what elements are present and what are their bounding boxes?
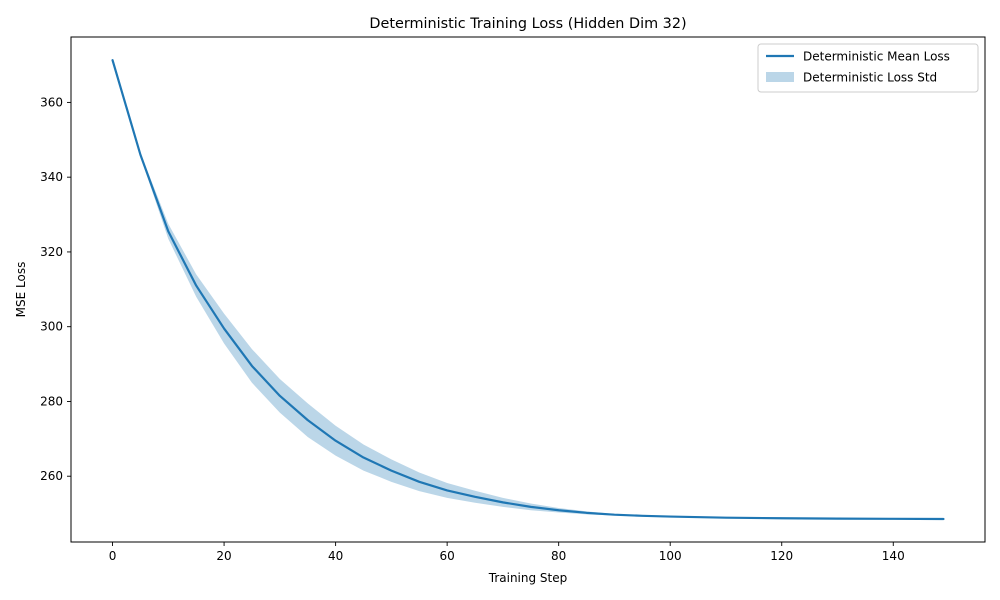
x-tick-label: 40 [328, 549, 343, 563]
chart-title: Deterministic Training Loss (Hidden Dim … [369, 16, 686, 32]
y-tick-label: 280 [40, 394, 63, 408]
x-tick-label: 20 [216, 549, 231, 563]
y-tick-label: 340 [40, 170, 63, 184]
x-tick-label: 80 [551, 549, 566, 563]
legend-label-mean: Deterministic Mean Loss [803, 50, 950, 64]
y-tick-label: 320 [40, 245, 63, 259]
y-tick-label: 260 [40, 469, 63, 483]
x-tick-label: 0 [109, 549, 117, 563]
x-tick-label: 60 [439, 549, 454, 563]
plot-area [111, 59, 945, 521]
legend-label-std: Deterministic Loss Std [803, 71, 937, 85]
x-tick-label: 140 [882, 549, 905, 563]
x-tick-label: 120 [770, 549, 793, 563]
y-axis: 260 280 300 320 340 360 [40, 95, 71, 483]
legend-band-swatch [766, 72, 794, 82]
legend: Deterministic Mean Loss Deterministic Lo… [757, 43, 979, 93]
axes-frame [70, 36, 986, 543]
y-axis-label: MSE Loss [14, 262, 28, 318]
legend-box [757, 43, 979, 93]
y-tick-label: 300 [40, 320, 63, 334]
x-tick-label: 100 [659, 549, 682, 563]
y-tick-label: 360 [40, 95, 63, 109]
mean-loss-line [111, 59, 945, 521]
x-axis: 0 20 40 60 80 100 120 140 [109, 542, 905, 563]
x-axis-label: Training Step [488, 571, 568, 585]
